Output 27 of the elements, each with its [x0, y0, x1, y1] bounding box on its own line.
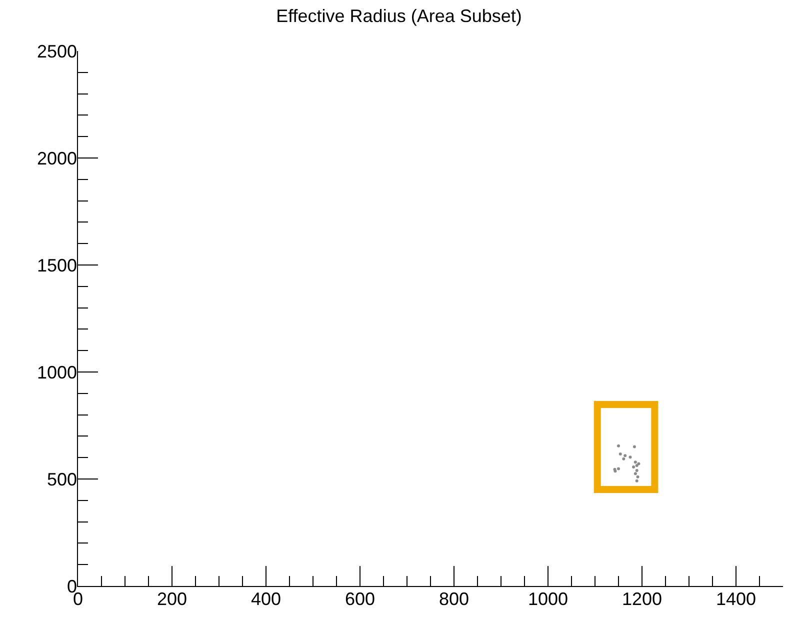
- point: [632, 445, 636, 448]
- point: [617, 444, 620, 448]
- x-tick-label: 200: [156, 589, 188, 609]
- point: [635, 464, 638, 468]
- chart-title: Effective Radius (Area Subset): [276, 6, 522, 26]
- point: [635, 468, 638, 472]
- x-tick-label: 800: [438, 589, 470, 609]
- point: [617, 467, 620, 470]
- point: [634, 460, 637, 464]
- point: [618, 452, 622, 456]
- x-tick-label: 1200: [622, 589, 662, 609]
- point: [635, 479, 638, 482]
- x-tick-label: 1000: [528, 589, 568, 609]
- x-tick-label: 400: [250, 589, 282, 609]
- point: [628, 456, 632, 459]
- point: [624, 454, 627, 458]
- point: [634, 472, 637, 476]
- x-tick-label: 1400: [716, 589, 756, 609]
- y-tick-label: 1000: [36, 362, 77, 382]
- point: [636, 475, 640, 478]
- y-tick-label: 500: [46, 469, 77, 490]
- x-tick-label: 600: [344, 589, 376, 609]
- y-tick-label: 1500: [36, 255, 77, 276]
- point: [622, 457, 626, 460]
- y-tick-label: 2500: [36, 41, 77, 62]
- point: [632, 466, 636, 469]
- y-tick-label: 2000: [36, 148, 77, 168]
